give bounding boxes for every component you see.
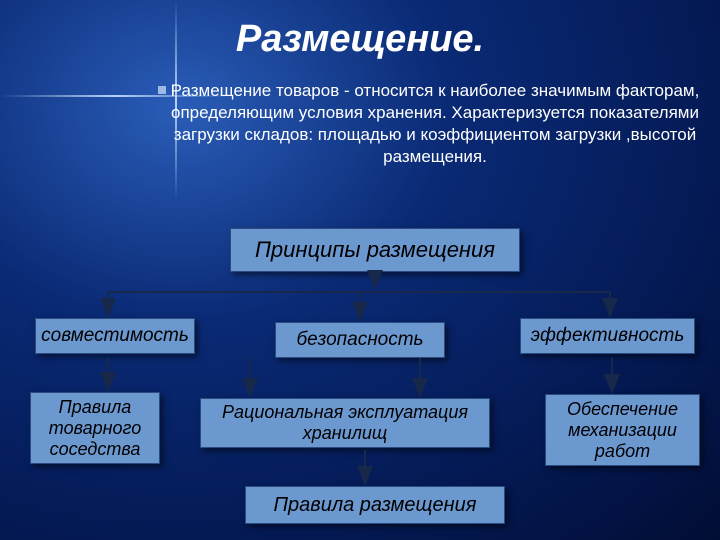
box-label: Принципы размещения [255, 237, 495, 263]
box-mechanization: Обеспечение механизации работ [545, 394, 700, 466]
page-title: Размещение. [0, 18, 720, 61]
box-efficiency: эффективность [520, 318, 695, 354]
box-label: безопасность [296, 329, 423, 351]
subtitle-text: Размещение товаров - относится к наиболе… [170, 80, 700, 168]
box-label: совместимость [41, 325, 189, 347]
box-label: Правила товарного соседства [39, 397, 151, 460]
box-safety: безопасность [275, 322, 445, 358]
box-compatibility: совместимость [35, 318, 195, 354]
box-label: Обеспечение механизации работ [554, 399, 691, 462]
box-label: эффективность [531, 325, 685, 347]
box-rational-operation: Рациональная эксплуатация хранилищ [200, 398, 490, 448]
box-neighbor-rules: Правила товарного соседства [30, 392, 160, 464]
box-label: Рациональная эксплуатация хранилищ [209, 402, 481, 444]
box-placement-rules: Правила размещения [245, 486, 505, 524]
box-principles: Принципы размещения [230, 228, 520, 272]
bullet-icon [158, 86, 166, 94]
box-label: Правила размещения [274, 494, 477, 517]
